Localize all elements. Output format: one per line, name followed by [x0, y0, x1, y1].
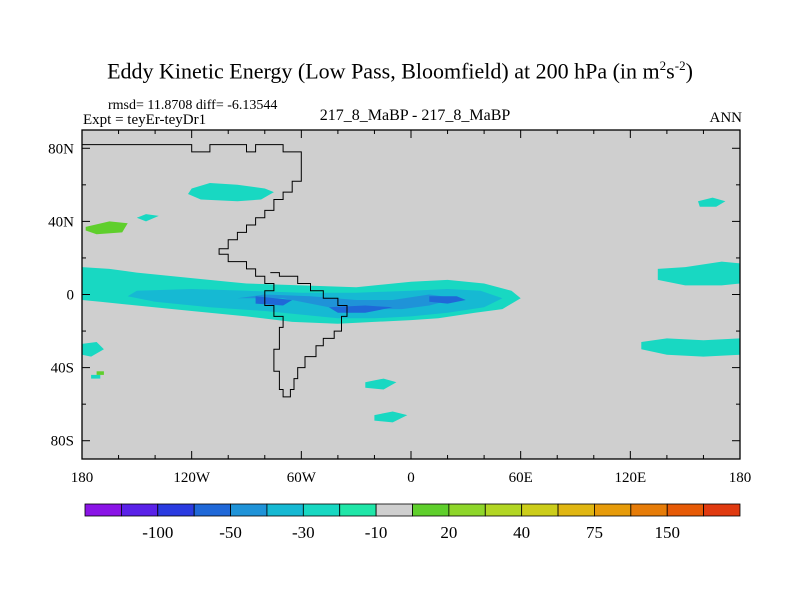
title-end: )	[685, 58, 693, 84]
contour-region-14	[91, 374, 101, 379]
colorbar-label-1: -50	[219, 523, 242, 542]
contour-region-9	[641, 338, 740, 357]
contour-region-5	[429, 296, 466, 304]
colorbar-swatch-9	[412, 503, 450, 517]
colorbar-swatch-15	[630, 503, 668, 517]
y-tick-label-1: 40N	[48, 214, 74, 230]
colorbar-swatch-17	[703, 503, 741, 517]
x-tick-label-5: 120E	[614, 470, 646, 486]
contour-region-15	[85, 221, 128, 235]
coastline-0	[82, 144, 348, 398]
contour-region-4	[328, 305, 393, 313]
contour-region-16	[96, 371, 104, 375]
colorbar-label-7: 150	[654, 523, 680, 542]
y-tick-label-4: 80S	[51, 434, 74, 450]
contour-region-7	[136, 214, 159, 222]
contour-region-8	[657, 261, 740, 286]
colorbar-label-3: -10	[365, 523, 388, 542]
colorbar-swatch-6	[302, 503, 341, 517]
title-main: Eddy Kinetic Energy (Low Pass, Bloomfiel…	[107, 58, 660, 84]
season-label: ANN	[709, 110, 743, 126]
field-layer	[82, 144, 740, 423]
experiment-label: Expt = teyEr-teyDr1	[83, 112, 207, 128]
x-tick-label-1: 120W	[173, 470, 211, 486]
title-exponent-1: 2	[659, 58, 667, 73]
title-unit-s: s	[666, 58, 675, 84]
colorbar-label-0: -100	[142, 523, 173, 542]
contour-region-13	[698, 197, 726, 207]
colorbar-swatch-7	[339, 503, 377, 517]
x-tick-label-2: 60W	[287, 470, 317, 486]
colorbar-label-5: 40	[513, 523, 530, 542]
colorbar-label-4: 20	[440, 523, 457, 542]
y-tick-label-3: 40S	[51, 361, 74, 377]
colorbar-swatch-14	[594, 503, 632, 517]
contour-region-11	[365, 378, 397, 390]
x-tick-label-3: 0	[407, 470, 415, 486]
contour-region-2	[237, 294, 457, 310]
colorbar-swatch-10	[448, 503, 486, 517]
colorbar-swatch-0	[84, 503, 122, 517]
stats-text: rmsd= 11.8708 diff= -6.13544	[108, 98, 278, 113]
colorbar-label-6: 75	[586, 523, 603, 542]
contour-region-6	[188, 183, 274, 202]
contour-region-10	[82, 342, 104, 357]
chart-title: Eddy Kinetic Energy (Low Pass, Bloomfiel…	[0, 58, 800, 84]
chart-subtitle: 217_8_MaBP - 217_8_MaBP	[319, 107, 511, 124]
title-exponent-2: -2	[674, 58, 686, 73]
contour-region-12	[374, 411, 408, 423]
colorbar-swatch-11	[484, 503, 523, 517]
colorbar-swatch-16	[666, 503, 705, 517]
colorbar-label-2: -30	[292, 523, 315, 542]
y-tick-label-2: 0	[67, 288, 75, 304]
x-tick-label-6: 180	[729, 470, 752, 486]
colorbar-swatch-13	[557, 503, 595, 517]
colorbar-swatch-3	[193, 503, 231, 517]
x-tick-label-4: 60E	[509, 470, 533, 486]
colorbar-swatch-4	[230, 503, 268, 517]
y-tick-label-0: 80N	[48, 141, 74, 157]
x-tick-label-0: 180	[71, 470, 94, 486]
colorbar-swatch-1	[120, 503, 159, 517]
colorbar-swatch-2	[157, 503, 195, 517]
colorbar-swatch-12	[521, 503, 559, 517]
colorbar-swatch-5	[266, 503, 304, 517]
colorbar-swatch-8	[375, 503, 413, 517]
